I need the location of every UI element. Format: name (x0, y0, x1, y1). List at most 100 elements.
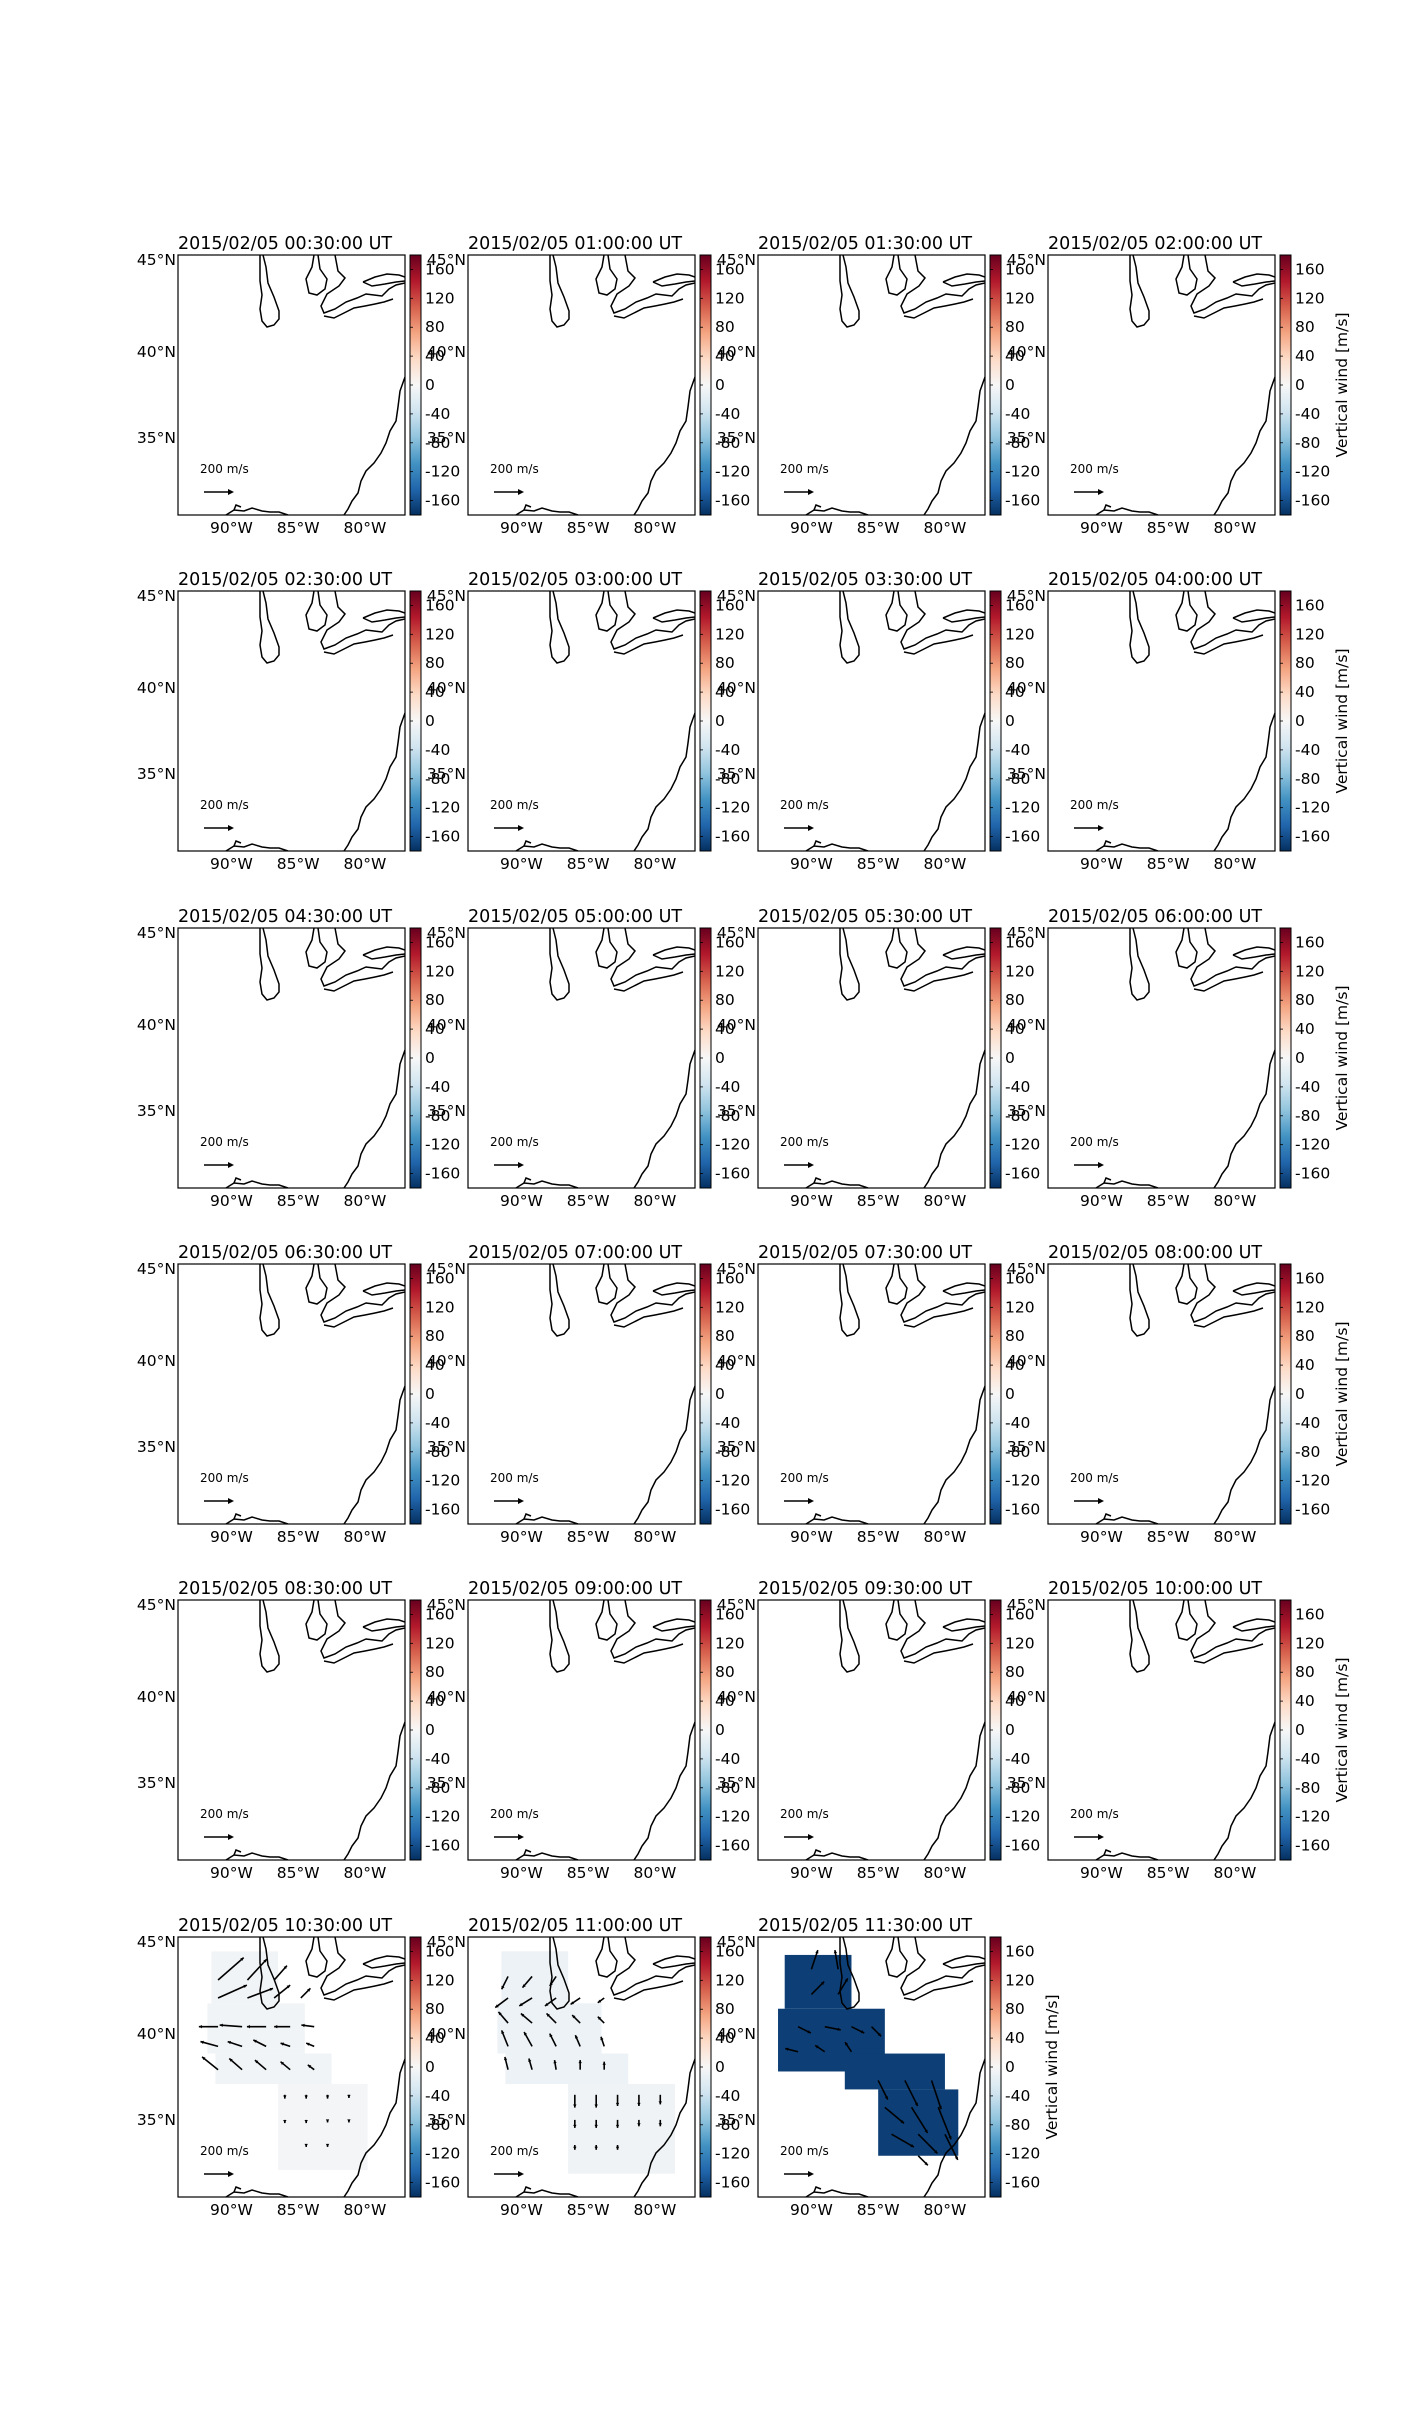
coastline (633, 712, 695, 851)
coastline (885, 1264, 908, 1305)
scale-arrow-label: 200 m/s (200, 1135, 249, 1149)
wind-vector (570, 1997, 581, 2006)
scale-arrow-label: 200 m/s (1070, 1807, 1119, 1821)
coastline (942, 953, 985, 960)
colorbar-tick-label: 0 (1005, 2058, 1015, 2076)
y-tick-label: 35°N (427, 429, 466, 447)
wind-vector (944, 2133, 959, 2161)
coastline (1193, 298, 1264, 319)
x-tick-label: 90°W (500, 855, 543, 873)
coastline (1190, 591, 1275, 650)
plot-area (1095, 1600, 1275, 1860)
panel-title: 2015/02/05 05:30:00 UT (758, 907, 972, 927)
colorbar-tick-label: -160 (1005, 492, 1040, 510)
coastline (305, 1937, 328, 1978)
colorbar-tick-label: -120 (1005, 463, 1040, 481)
x-tick-label: 80°W (924, 1192, 967, 1210)
coastline (805, 507, 869, 515)
map-panel: 2015/02/05 03:30:00 UT 200 m/s 45°N 40°N 35°… (717, 570, 1040, 873)
y-tick-label: 45°N (717, 251, 756, 269)
colorbar-tick-label: 0 (1295, 712, 1305, 730)
wind-vector (930, 2080, 942, 2110)
colorbar-tick-label: 120 (425, 625, 455, 643)
axes-background (468, 1264, 695, 1524)
axes-background (758, 1600, 985, 1860)
x-tick-label: 90°W (210, 1192, 253, 1210)
y-tick-label: 35°N (1007, 1774, 1046, 1792)
coastline (942, 1282, 985, 1292)
wind-vector (252, 2039, 267, 2048)
wind-vector-head (549, 2033, 553, 2038)
colorbar-tick-label: -80 (715, 1107, 740, 1125)
wind-vector (553, 2059, 557, 2070)
wind-vector-head (202, 2056, 206, 2061)
y-tick-label: 40°N (427, 1688, 466, 1706)
coastline (343, 712, 405, 851)
axes-frame (467, 1263, 696, 1525)
axes-frame (467, 1936, 696, 2198)
wind-vector-shaft (837, 1977, 849, 1995)
wind-vector (877, 2080, 889, 2101)
wind-vector-head (519, 2002, 523, 2006)
wind-cell (501, 1951, 569, 2004)
axes-frame (177, 254, 406, 516)
axes-background (758, 255, 985, 515)
wind-vector (283, 2119, 287, 2124)
coastline (523, 840, 532, 847)
coastline (343, 2058, 405, 2197)
x-tick-label: 80°W (924, 855, 967, 873)
map-panel: 2015/02/05 08:00:00 UT 200 m/s 45°N 40°N 35°… (1007, 1243, 1351, 1546)
wind-vector-head (600, 2036, 604, 2041)
colorbar-tick-label: -80 (1005, 1779, 1030, 1797)
colorbar-tick-label: -40 (1005, 1414, 1030, 1432)
wind-vector (870, 2026, 882, 2037)
colorbar-tick-label: 80 (425, 1327, 445, 1345)
coastline (839, 255, 860, 328)
wind-vector-head (503, 2056, 508, 2061)
panel-title: 2015/02/05 10:00:00 UT (1048, 1579, 1262, 1599)
colorbar-tick-label: -160 (1005, 1501, 1040, 1519)
wind-vector-head (501, 1985, 505, 1990)
colorbar-tick-label: 160 (1005, 933, 1035, 951)
coastline (610, 255, 695, 314)
colorbar-tick-label: 0 (425, 1049, 435, 1067)
wind-vector-head (227, 2040, 232, 2045)
wind-vector (217, 1984, 248, 1999)
wind-vector (917, 2155, 929, 2166)
y-tick-label: 45°N (1007, 924, 1046, 942)
coastline (885, 255, 908, 296)
wind-vector (573, 2145, 577, 2150)
plot-area (515, 591, 695, 851)
wind-vector (304, 2094, 308, 2099)
x-tick-label: 85°W (857, 855, 900, 873)
coastline (515, 1516, 579, 1524)
map-panel: 2015/02/05 02:00:00 UT 200 m/s 45°N 40°N 35°… (1007, 234, 1351, 537)
wind-vector-head (301, 2023, 305, 2028)
scale-arrow-label: 200 m/s (780, 1135, 829, 1149)
colorbar-tick-label: 80 (1005, 1663, 1025, 1681)
wind-vector-shaft (910, 2106, 929, 2134)
colorbar-tick-label: -40 (1005, 405, 1030, 423)
colorbar-tick-label: -80 (1295, 434, 1320, 452)
scale-arrow-label: 200 m/s (1070, 1471, 1119, 1485)
axes-frame (757, 1936, 986, 2198)
coastline (1213, 1049, 1275, 1188)
coastline (595, 591, 618, 632)
coastline (549, 1937, 570, 2010)
wind-vector (280, 2042, 291, 2048)
coastline (923, 376, 985, 515)
wind-vector-head (280, 2042, 285, 2046)
coastline (1213, 712, 1275, 851)
wind-vector (325, 2119, 330, 2123)
colorbar-tick-label: 40 (1005, 347, 1025, 365)
coastline (362, 1618, 405, 1628)
coastline (1175, 591, 1198, 632)
coastline (1232, 609, 1275, 619)
wind-vector (500, 1976, 509, 1990)
wind-vector (273, 1984, 291, 1999)
coastline (633, 2058, 695, 2197)
y-tick-label: 35°N (137, 2111, 176, 2129)
wind-vector (500, 2030, 509, 2047)
y-tick-label: 45°N (137, 1933, 176, 1951)
colorbar-tick-label: -120 (715, 799, 750, 817)
